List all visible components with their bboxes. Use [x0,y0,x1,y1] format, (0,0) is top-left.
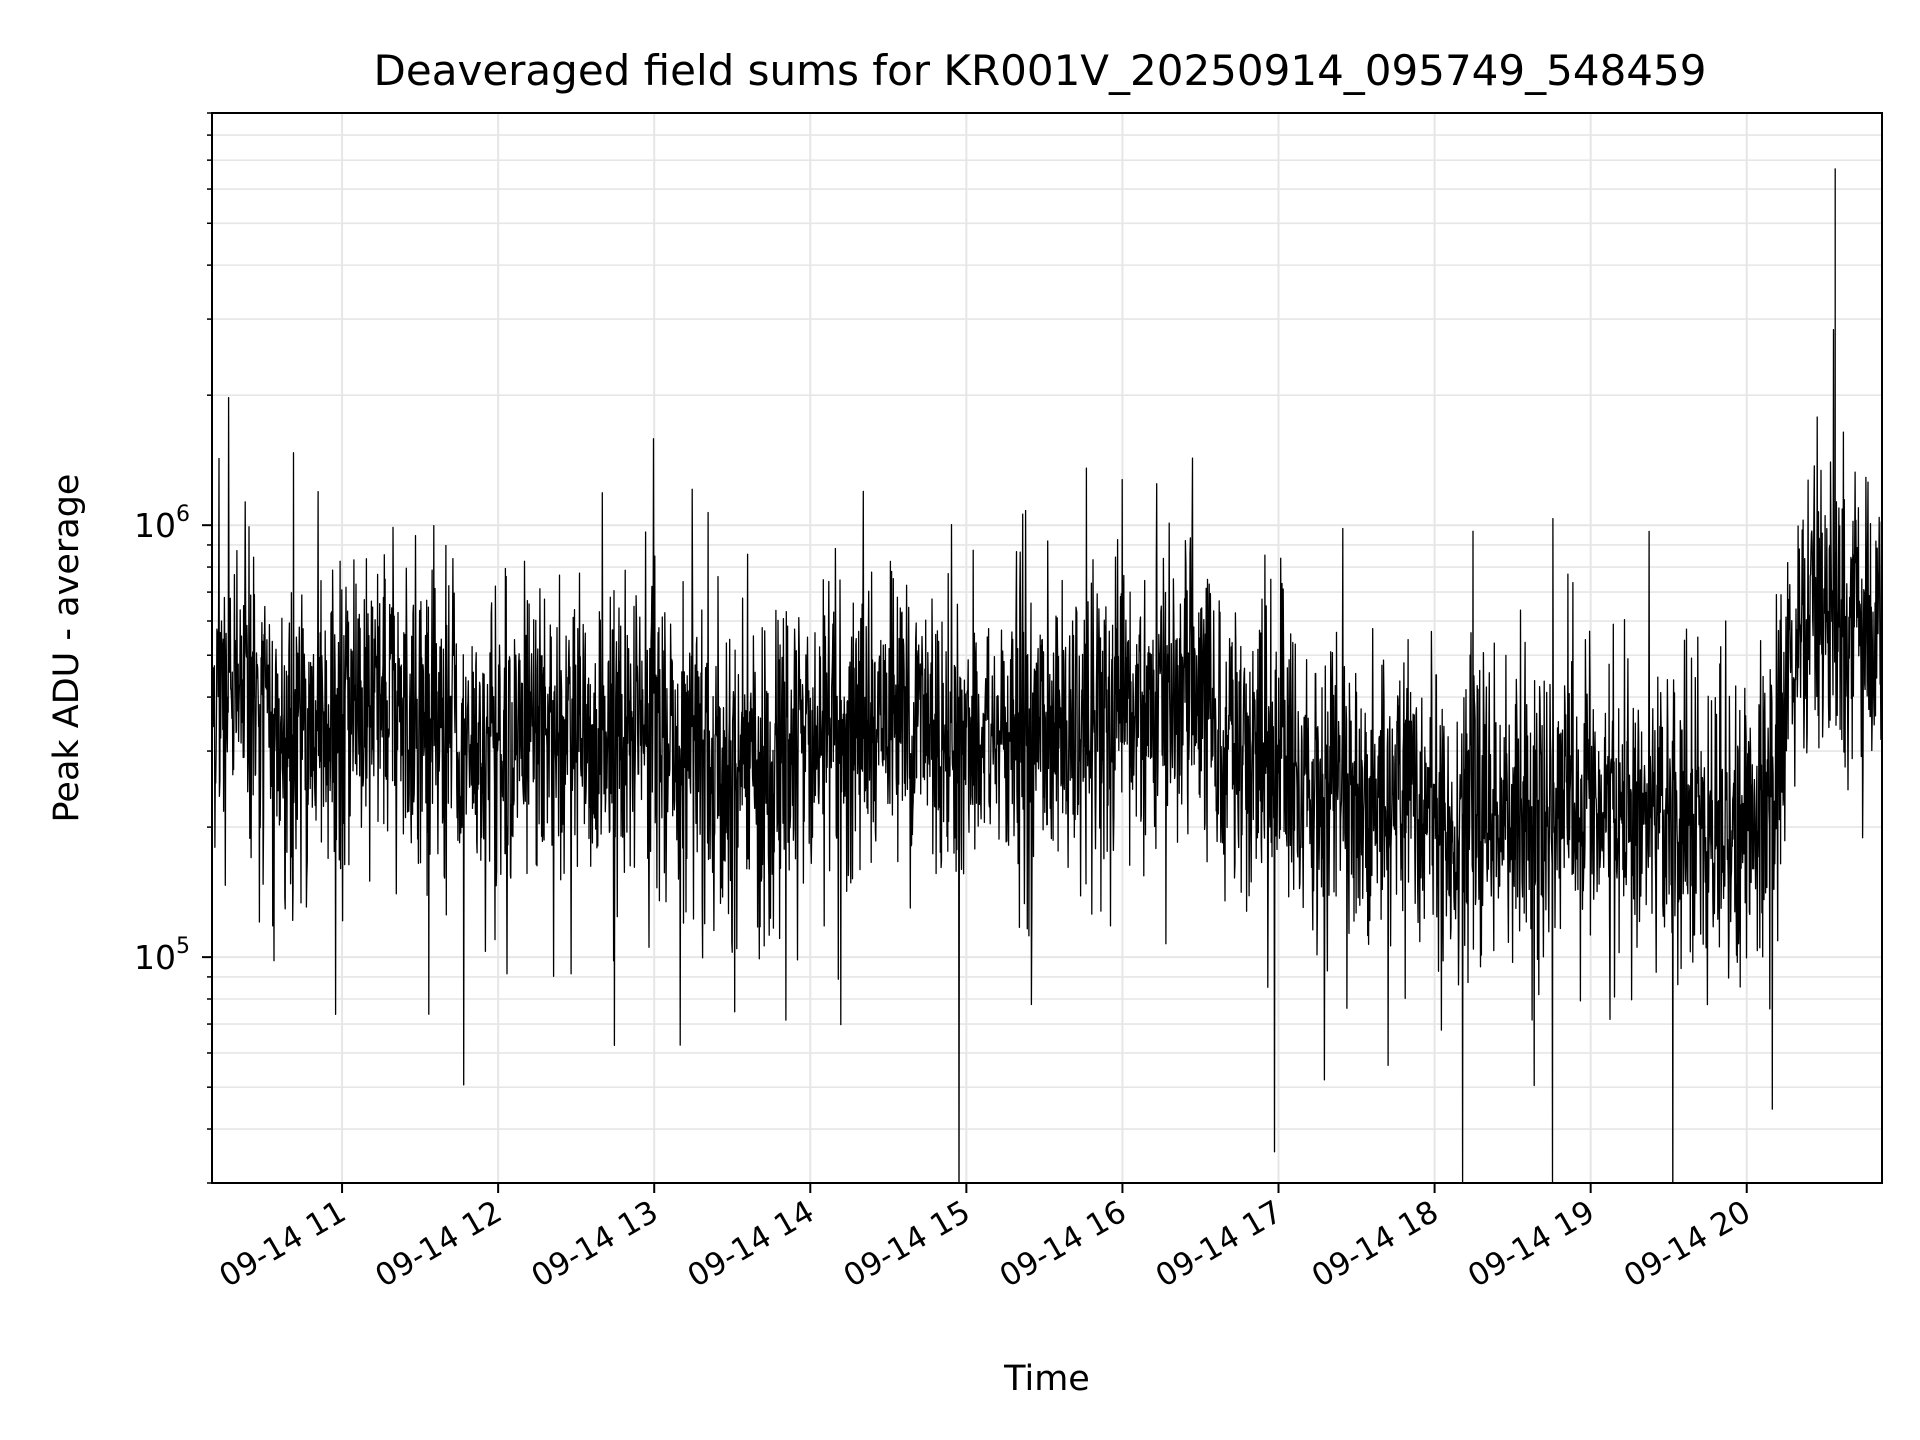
y-axis: 105 106 [134,112,212,1184]
y-tick-label: 106 [134,502,190,545]
plot-area [212,168,1882,1183]
x-axis-label: Time [1003,1359,1090,1399]
y-tick-label: 105 [134,934,190,977]
y-axis-label: Peak ADU - average [47,474,87,823]
plot-frame [211,112,1883,1184]
chart-title: Deaveraged field sums for KR001V_2025091… [374,46,1707,95]
series-line [212,328,1882,1183]
